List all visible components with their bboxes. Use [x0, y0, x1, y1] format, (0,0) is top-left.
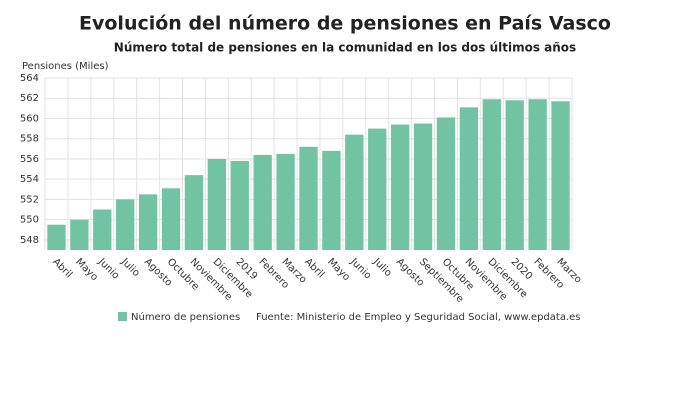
bar — [390, 124, 410, 250]
y-tick-label: 564 — [20, 73, 39, 84]
chart-subtitle: Número total de pensiones en la comunida… — [114, 41, 576, 55]
bar — [368, 128, 387, 250]
x-tick-label: Junio — [347, 256, 373, 282]
legend-swatch — [118, 312, 127, 321]
x-tick-label: Mayo — [325, 256, 352, 283]
y-tick-label: 552 — [20, 194, 39, 205]
bar — [436, 117, 456, 250]
y-tick-label: 558 — [20, 134, 39, 145]
x-tick-label: Abril — [50, 256, 74, 280]
bar — [230, 160, 249, 250]
bar — [116, 199, 135, 250]
bar — [161, 188, 181, 250]
bar — [93, 209, 112, 250]
legend-label: Número de pensiones — [131, 311, 240, 323]
bar — [276, 153, 295, 250]
x-tick-label: Mayo — [73, 256, 100, 283]
bar — [551, 101, 570, 250]
bar — [482, 99, 501, 250]
bar — [184, 175, 204, 250]
x-tick-label: Julio — [118, 256, 141, 279]
x-tick-label: Junio — [95, 256, 121, 282]
bar — [299, 146, 318, 250]
y-tick-label: 550 — [20, 215, 39, 226]
y-tick-label: 560 — [20, 113, 39, 124]
bar — [253, 154, 272, 250]
y-tick-label: 554 — [20, 174, 39, 185]
source: Fuente: Ministerio de Empleo y Seguridad… — [256, 312, 581, 323]
bar — [345, 134, 364, 250]
bar — [505, 100, 524, 251]
bar — [207, 158, 227, 250]
y-tick-label: 556 — [20, 154, 39, 165]
y-axis-label: Pensiones (Miles) — [22, 61, 109, 72]
bar — [47, 224, 66, 250]
bar — [322, 150, 341, 250]
bar — [528, 99, 547, 250]
bar — [459, 107, 479, 250]
x-tick-label: Julio — [370, 256, 393, 279]
bar — [413, 123, 433, 250]
y-tick-label: 562 — [20, 93, 39, 104]
y-tick-label: 548 — [20, 235, 39, 246]
bar — [70, 219, 89, 250]
bar — [138, 194, 158, 250]
chart-title: Evolución del número de pensiones en Paí… — [79, 13, 611, 35]
